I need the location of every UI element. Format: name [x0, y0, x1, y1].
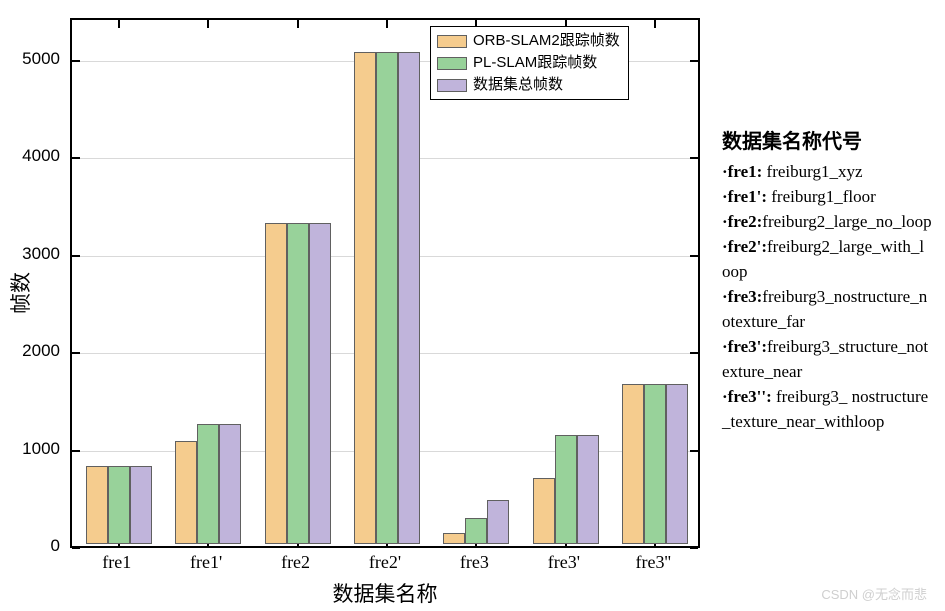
y-tick-mark [72, 60, 80, 62]
legend-item: ORB-SLAM2跟踪帧数 [437, 30, 620, 52]
plot-area: ORB-SLAM2跟踪帧数PL-SLAM跟踪帧数数据集总帧数 [70, 18, 700, 548]
bar [354, 52, 376, 544]
legend-label: PL-SLAM跟踪帧数 [473, 52, 597, 74]
bar [86, 466, 108, 544]
x-tick-mark [654, 20, 656, 28]
bar [130, 466, 152, 544]
bar [398, 52, 420, 544]
y-tick-mark [690, 547, 698, 549]
bar [376, 52, 398, 544]
x-axis-title: 数据集名称 [333, 578, 438, 608]
bar [175, 441, 197, 544]
y-axis-title: 帧数 [5, 272, 35, 314]
y-tick-label: 4000 [20, 146, 60, 166]
bar [265, 223, 287, 544]
y-tick-mark [690, 352, 698, 354]
dataset-key: 数据集名称代号 fre1: freiburg1_xyzfre1': freibu… [722, 130, 932, 434]
bar [465, 518, 487, 544]
y-tick-mark [72, 352, 80, 354]
x-tick-label: fre2' [369, 552, 401, 573]
y-tick-label: 2000 [20, 341, 60, 361]
dataset-key-title: 数据集名称代号 [722, 130, 932, 155]
page-root: 帧数 ORB-SLAM2跟踪帧数PL-SLAM跟踪帧数数据集总帧数 0 1000 2… [0, 0, 945, 611]
bar [219, 424, 241, 544]
chart: 帧数 ORB-SLAM2跟踪帧数PL-SLAM跟踪帧数数据集总帧数 010002… [70, 18, 700, 568]
x-tick-label: fre1 [102, 552, 131, 573]
watermark: CSDN @无念而悲 [821, 584, 927, 603]
x-tick-label: fre3 [460, 552, 489, 573]
legend-swatch [437, 57, 467, 70]
legend-swatch [437, 35, 467, 48]
dataset-key-item: fre2':freiburg2_large_with_loop [722, 234, 932, 284]
bar [309, 223, 331, 544]
bar [555, 435, 577, 544]
legend-label: 数据集总帧数 [473, 74, 563, 96]
bar [108, 466, 130, 544]
y-tick-label: 0 [20, 536, 60, 556]
bar [577, 435, 599, 544]
x-tick-mark [297, 20, 299, 28]
y-tick-label: 1000 [20, 439, 60, 459]
x-tick-mark [207, 20, 209, 28]
y-tick-mark [690, 60, 698, 62]
dataset-key-item: fre1: freiburg1_xyz [722, 159, 932, 184]
bar [443, 533, 465, 544]
x-tick-label: fre1' [190, 552, 222, 573]
y-tick-label: 3000 [20, 244, 60, 264]
x-tick-label: fre2 [281, 552, 310, 573]
legend: ORB-SLAM2跟踪帧数PL-SLAM跟踪帧数数据集总帧数 [430, 26, 629, 100]
bar [622, 384, 644, 544]
x-tick-label: fre3'' [636, 552, 671, 573]
legend-label: ORB-SLAM2跟踪帧数 [473, 30, 620, 52]
bar [197, 424, 219, 544]
y-tick-label: 5000 [20, 49, 60, 69]
y-tick-mark [690, 157, 698, 159]
dataset-key-item: fre3':freiburg3_structure_notexture_near [722, 334, 932, 384]
y-tick-mark [690, 450, 698, 452]
x-tick-mark [386, 20, 388, 28]
x-tick-mark [118, 20, 120, 28]
dataset-key-item: fre3'': freiburg3_ nostructure_texture_n… [722, 384, 932, 434]
dataset-key-item: fre1': freiburg1_floor [722, 184, 932, 209]
y-tick-mark [690, 255, 698, 257]
x-tick-label: fre3' [548, 552, 580, 573]
legend-item: PL-SLAM跟踪帧数 [437, 52, 620, 74]
legend-swatch [437, 79, 467, 92]
bar [487, 500, 509, 544]
y-tick-mark [72, 255, 80, 257]
dataset-key-item: fre3:freiburg3_nostructure_notexture_far [722, 284, 932, 334]
bar [287, 223, 309, 544]
legend-item: 数据集总帧数 [437, 74, 620, 96]
y-tick-mark [72, 157, 80, 159]
bar [533, 478, 555, 544]
y-tick-mark [72, 450, 80, 452]
dataset-key-item: fre2:freiburg2_large_no_loop [722, 209, 932, 234]
bar [644, 384, 666, 544]
y-tick-mark [72, 547, 80, 549]
bar [666, 384, 688, 544]
